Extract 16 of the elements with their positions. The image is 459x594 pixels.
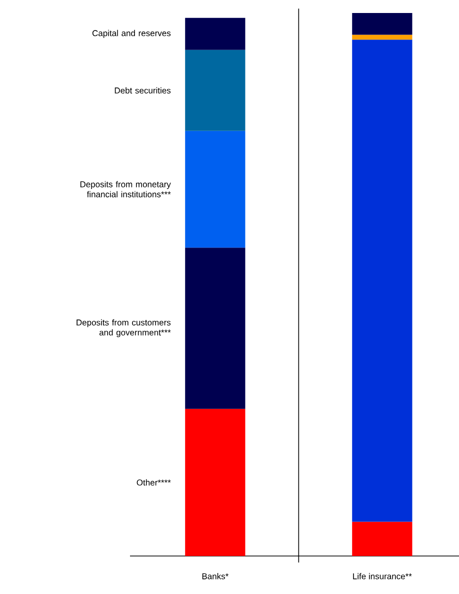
- series-label: Other****: [136, 479, 171, 486]
- series-label: Deposits from customers and government***: [76, 319, 171, 338]
- series-label: Capital and reserves: [92, 30, 171, 38]
- bar: [185, 50, 246, 131]
- bar: [185, 248, 246, 409]
- bar: [185, 18, 246, 50]
- bar: [352, 34, 412, 40]
- bar: [185, 408, 246, 556]
- bar: [185, 130, 246, 248]
- x-tick-label: Life insurance**: [353, 573, 412, 580]
- bar: [352, 12, 412, 35]
- series-label: Debt securities: [114, 87, 171, 94]
- bar: [352, 40, 412, 522]
- series-label: Deposits from monetary financial institutions***: [80, 181, 171, 198]
- bar: [352, 522, 412, 556]
- x-tick-label: Banks*: [202, 573, 228, 580]
